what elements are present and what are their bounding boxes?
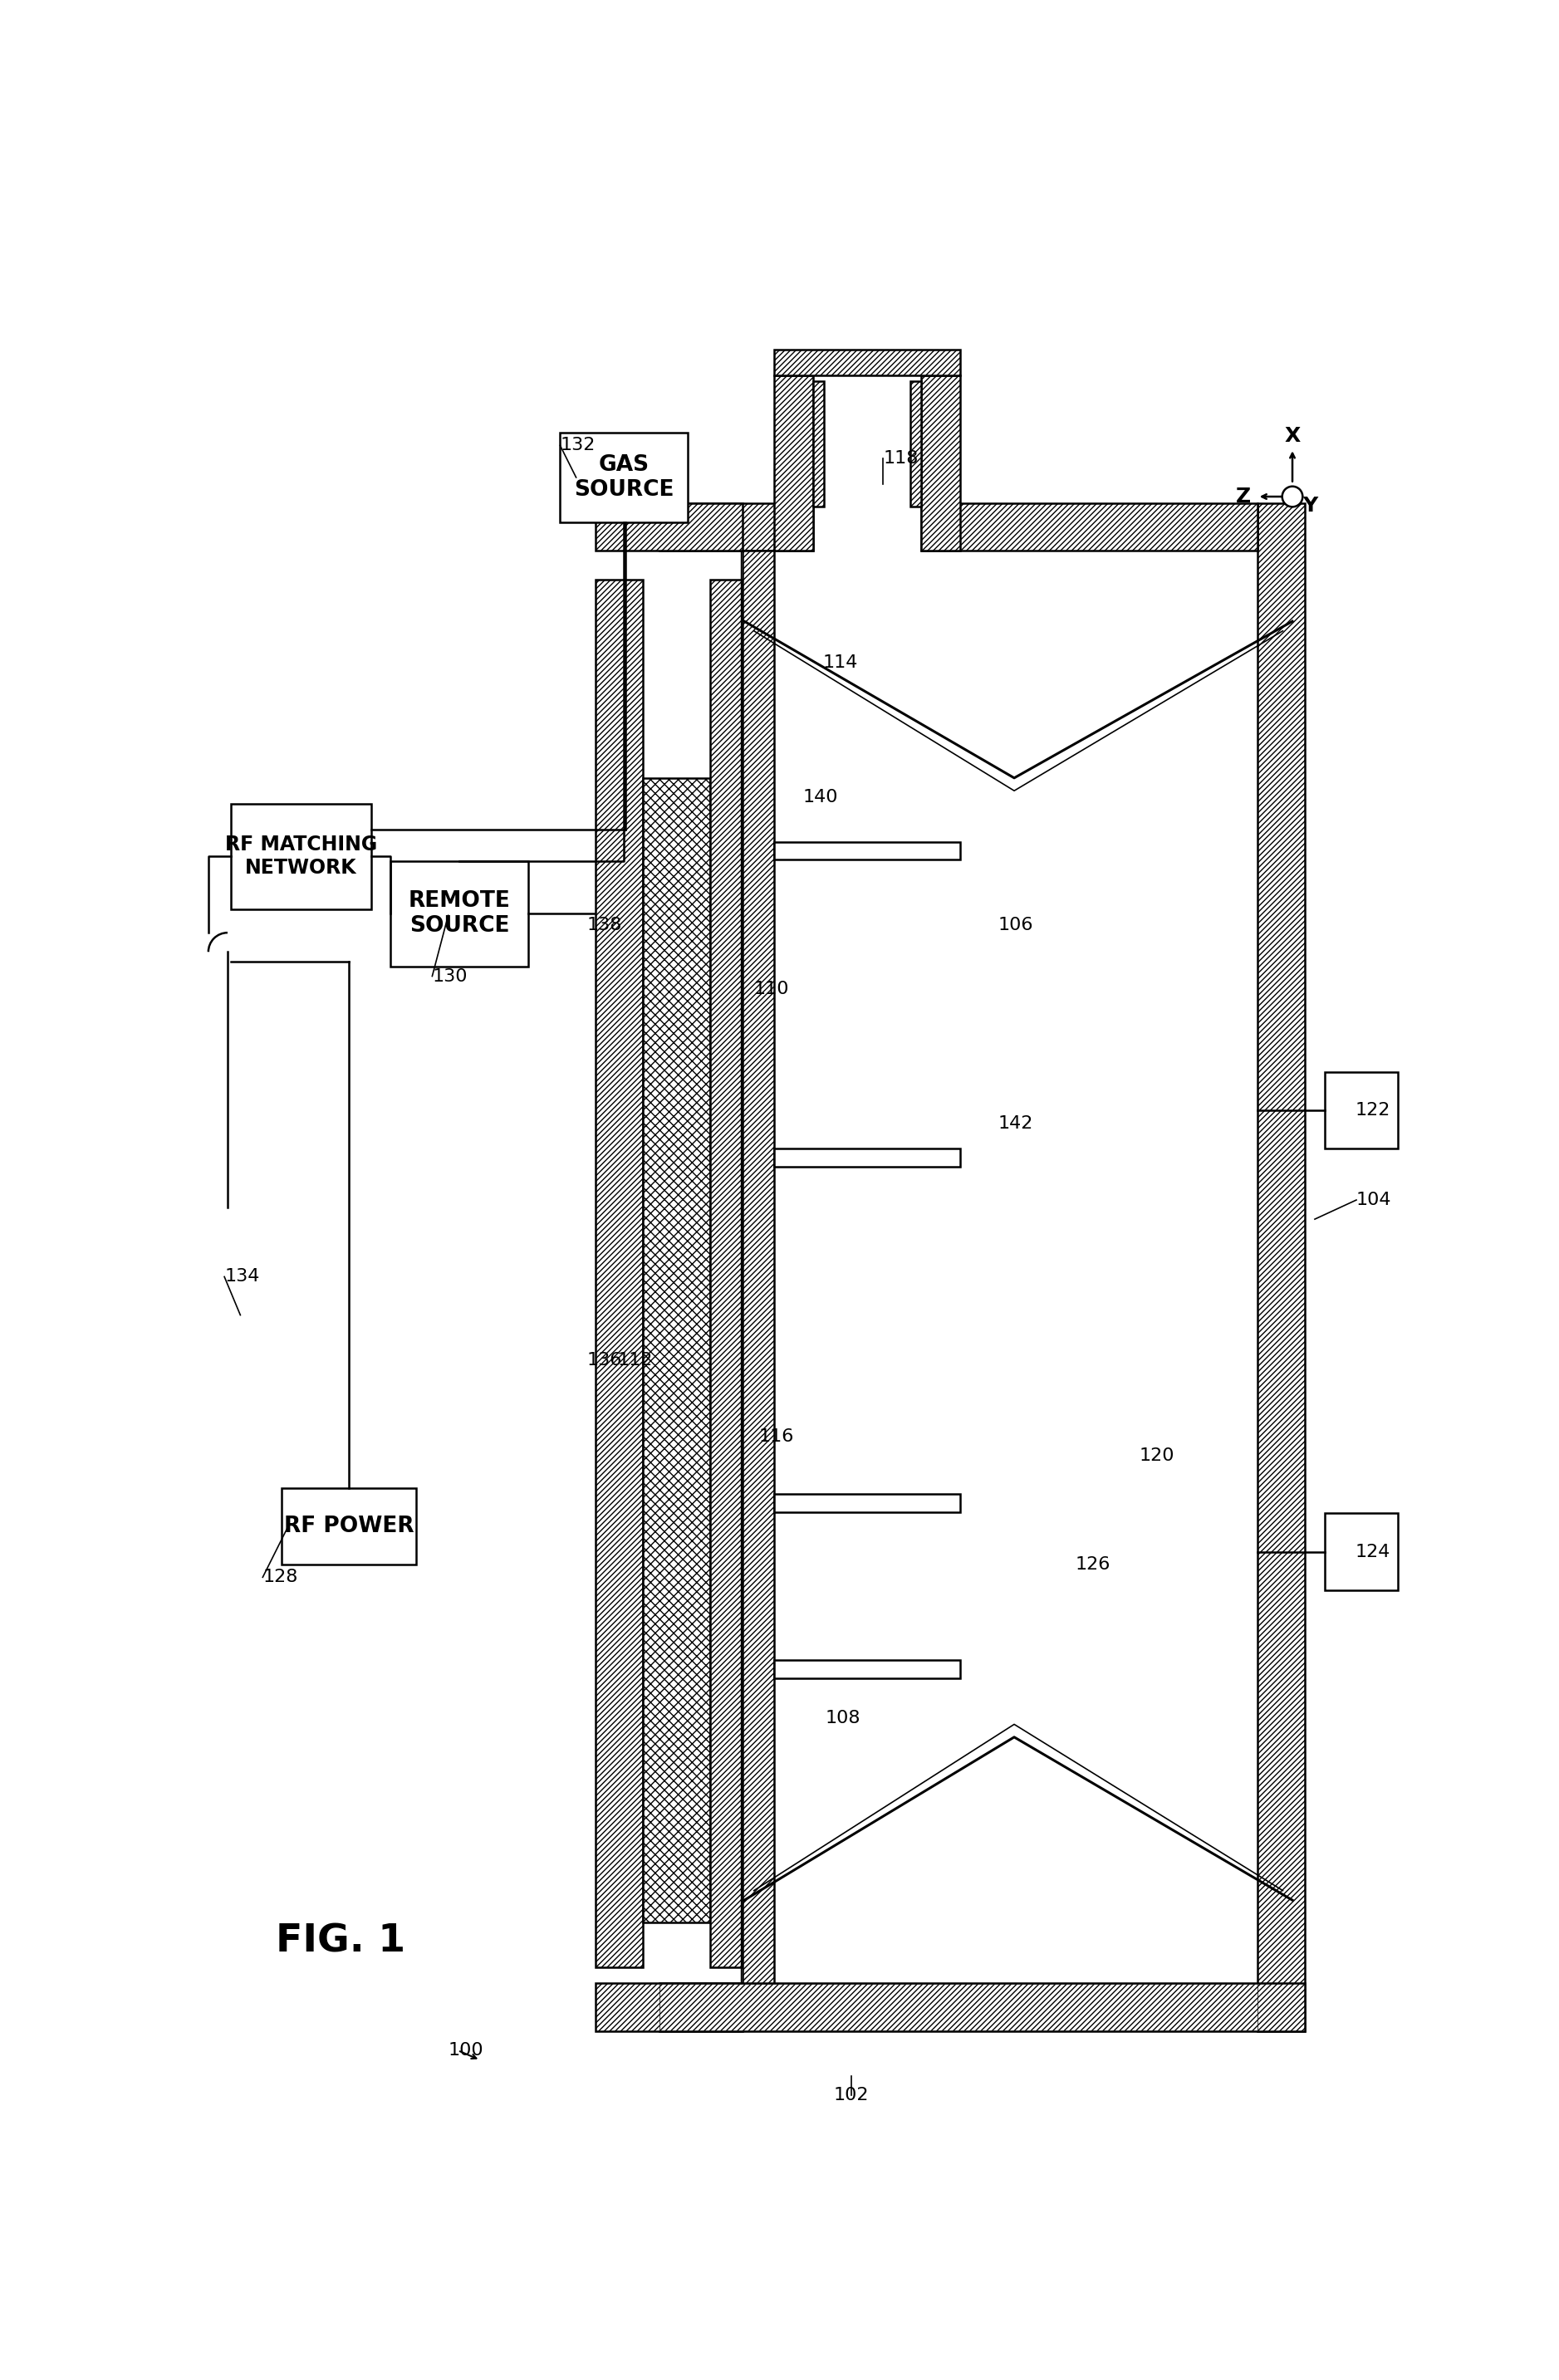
Text: 126: 126 xyxy=(1076,1557,1110,1573)
Bar xyxy=(775,350,960,376)
Bar xyxy=(910,381,921,507)
Bar xyxy=(644,778,711,1923)
Text: 138: 138 xyxy=(588,916,622,933)
Text: 120: 120 xyxy=(1140,1447,1174,1464)
Text: Z: Z xyxy=(1236,486,1250,507)
Text: 132: 132 xyxy=(560,438,596,455)
Text: FIG. 1: FIG. 1 xyxy=(276,1923,405,1961)
Text: Y: Y xyxy=(1303,495,1317,516)
Text: 112: 112 xyxy=(617,1352,653,1368)
Text: 130: 130 xyxy=(432,969,468,985)
Text: 116: 116 xyxy=(758,1428,794,1445)
Text: 142: 142 xyxy=(998,1114,1034,1130)
Text: 136: 136 xyxy=(588,1352,622,1368)
Bar xyxy=(596,581,644,1968)
Text: X: X xyxy=(1285,426,1300,445)
Bar xyxy=(659,1985,1257,2030)
Text: REMOTE
SOURCE: REMOTE SOURCE xyxy=(408,890,510,938)
Bar xyxy=(1325,1514,1398,1590)
Text: GAS
SOURCE: GAS SOURCE xyxy=(574,455,673,500)
Bar xyxy=(659,502,812,550)
Bar xyxy=(921,376,960,550)
Text: 134: 134 xyxy=(224,1269,259,1285)
Text: 100: 100 xyxy=(447,2042,483,2059)
Text: 110: 110 xyxy=(755,981,789,997)
Bar xyxy=(560,433,688,521)
Bar xyxy=(1325,1071,1398,1150)
Bar xyxy=(775,843,960,859)
Bar xyxy=(775,1495,960,1511)
Bar xyxy=(596,502,742,550)
Bar xyxy=(231,804,371,909)
Bar xyxy=(775,1661,960,1678)
Bar xyxy=(1257,502,1305,2030)
Bar xyxy=(921,502,1257,550)
Text: 102: 102 xyxy=(834,2087,868,2104)
Bar xyxy=(711,581,742,1968)
Text: 124: 124 xyxy=(1355,1542,1391,1559)
Bar xyxy=(391,862,529,966)
Text: 108: 108 xyxy=(826,1709,861,1726)
Text: 114: 114 xyxy=(822,655,857,671)
Text: 140: 140 xyxy=(803,788,839,804)
Text: RF MATCHING
NETWORK: RF MATCHING NETWORK xyxy=(224,835,377,878)
Text: RF POWER: RF POWER xyxy=(284,1516,415,1537)
Text: 122: 122 xyxy=(1355,1102,1391,1119)
Text: 106: 106 xyxy=(998,916,1034,933)
Text: 104: 104 xyxy=(1356,1192,1392,1209)
Bar xyxy=(742,550,775,1983)
Text: 118: 118 xyxy=(882,450,918,466)
Bar xyxy=(282,1488,416,1564)
Bar xyxy=(775,1150,960,1166)
Bar xyxy=(775,376,812,550)
Bar xyxy=(659,1983,1305,2030)
Bar xyxy=(812,381,825,507)
Bar xyxy=(596,1983,742,2030)
Circle shape xyxy=(1281,486,1303,507)
Text: 128: 128 xyxy=(263,1568,298,1585)
